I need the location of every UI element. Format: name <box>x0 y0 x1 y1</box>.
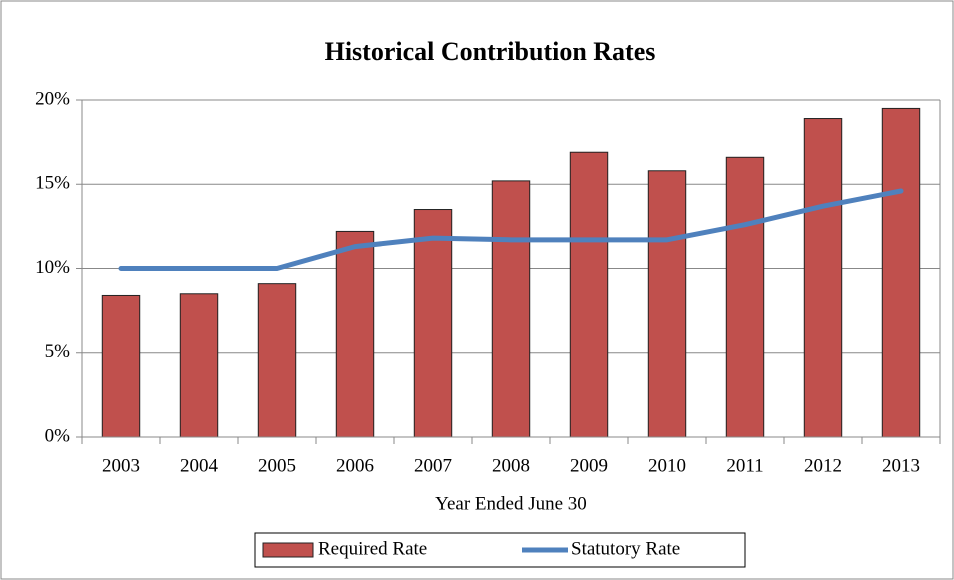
y-tick-label: 15% <box>35 173 70 194</box>
bar <box>257 283 297 438</box>
bar <box>335 230 375 438</box>
legend-label: Required Rate <box>318 538 427 559</box>
y-tick-label: 10% <box>35 257 70 278</box>
y-tick-label: 5% <box>45 341 71 362</box>
x-tick-label: 2005 <box>258 455 296 476</box>
x-tick-label: 2006 <box>336 455 374 476</box>
bar <box>647 170 687 438</box>
legend-swatch <box>262 542 314 558</box>
x-tick-label: 2011 <box>726 455 763 476</box>
x-tick-label: 2007 <box>414 455 452 476</box>
bar <box>569 151 609 438</box>
bar <box>101 294 141 438</box>
x-tick-label: 2009 <box>570 455 608 476</box>
line <box>118 188 904 271</box>
x-tick-label: 2004 <box>180 455 219 476</box>
y-tick-label: 0% <box>45 425 71 446</box>
y-tick-label: 20% <box>35 88 70 109</box>
bar <box>179 293 219 438</box>
bar <box>803 118 843 438</box>
x-tick-label: 2003 <box>102 455 140 476</box>
x-tick-label: 2008 <box>492 455 530 476</box>
legend-label: Statutory Rate <box>571 538 680 559</box>
bar <box>491 180 531 438</box>
legend-box <box>254 532 746 568</box>
x-tick-label: 2013 <box>882 455 920 476</box>
x-tick-label: 2010 <box>648 455 686 476</box>
bar <box>881 107 921 438</box>
bar <box>725 156 765 438</box>
chart-title: Historical Contribution Rates <box>325 37 656 66</box>
bar <box>413 209 453 438</box>
x-axis-label: Year Ended June 30 <box>435 493 587 514</box>
x-tick-label: 2012 <box>804 455 842 476</box>
